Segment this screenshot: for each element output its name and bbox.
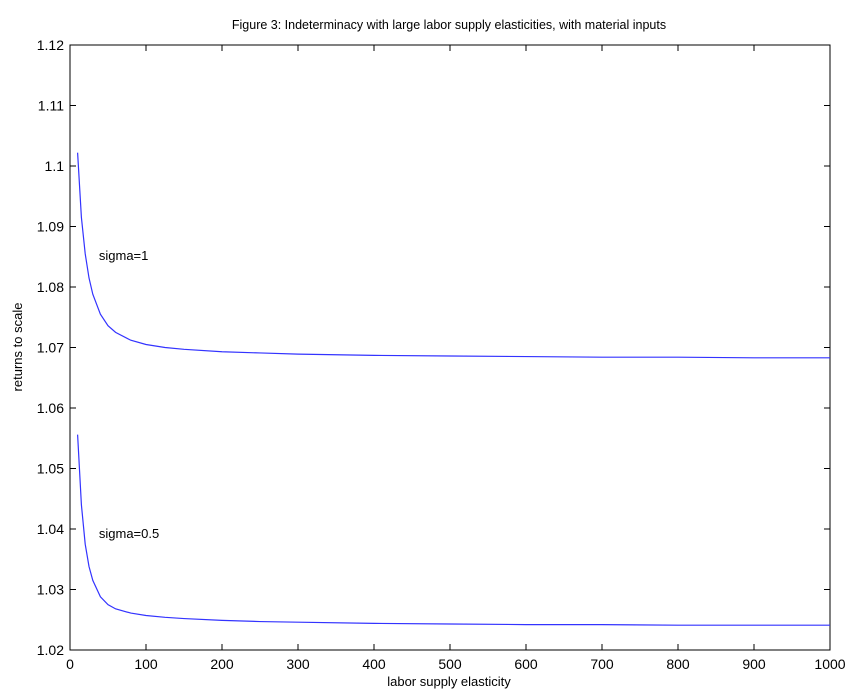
x-tick-label: 100	[134, 656, 158, 672]
y-tick-label: 1.05	[37, 461, 64, 477]
x-axis-label: labor supply elasticity	[387, 674, 511, 689]
x-tick-label: 400	[362, 656, 386, 672]
plot-frame	[69, 44, 831, 651]
y-tick-label: 1.03	[37, 582, 64, 598]
series-line-1	[77, 152, 830, 359]
chart-title: Figure 3: Indeterminacy with large labor…	[232, 18, 666, 32]
x-tick-label: 1000	[814, 656, 845, 672]
y-tick-label: 1.09	[37, 219, 64, 235]
y-tick-label: 1.1	[45, 158, 65, 174]
y-tick-label: 1.04	[37, 521, 64, 537]
series-line-2	[77, 434, 830, 626]
y-tick-label: 1.06	[37, 400, 64, 416]
y-tick-label: 1.07	[37, 340, 64, 356]
y-tick-label: 1.12	[37, 37, 64, 53]
y-tick-label: 1.02	[37, 642, 64, 658]
series-annotation: sigma=0.5	[99, 526, 159, 541]
series-annotation: sigma=1	[99, 248, 149, 263]
x-tick-label: 500	[438, 656, 462, 672]
y-tick-labels: 1.02 1.03 1.04 1.05 1.06 1.07 1.08 1.09 1.1 1.11 1…	[37, 37, 64, 658]
y-tick-label: 1.08	[37, 279, 64, 295]
x-tick-label: 900	[742, 656, 766, 672]
x-tick-labels: 0 100 200 300 400 500 600 700 800 900 1000	[66, 656, 846, 672]
axis-ticks	[69, 44, 831, 651]
x-tick-label: 700	[590, 656, 614, 672]
y-tick-label: 1.11	[38, 98, 64, 114]
x-tick-label: 0	[66, 656, 74, 672]
series-lines	[77, 152, 830, 626]
annotations: sigma=1 sigma=0.5	[99, 248, 159, 541]
y-axis-label: returns to scale	[10, 303, 25, 392]
x-tick-label: 800	[666, 656, 690, 672]
x-tick-label: 200	[210, 656, 234, 672]
x-tick-label: 600	[514, 656, 538, 672]
x-tick-label: 300	[286, 656, 310, 672]
